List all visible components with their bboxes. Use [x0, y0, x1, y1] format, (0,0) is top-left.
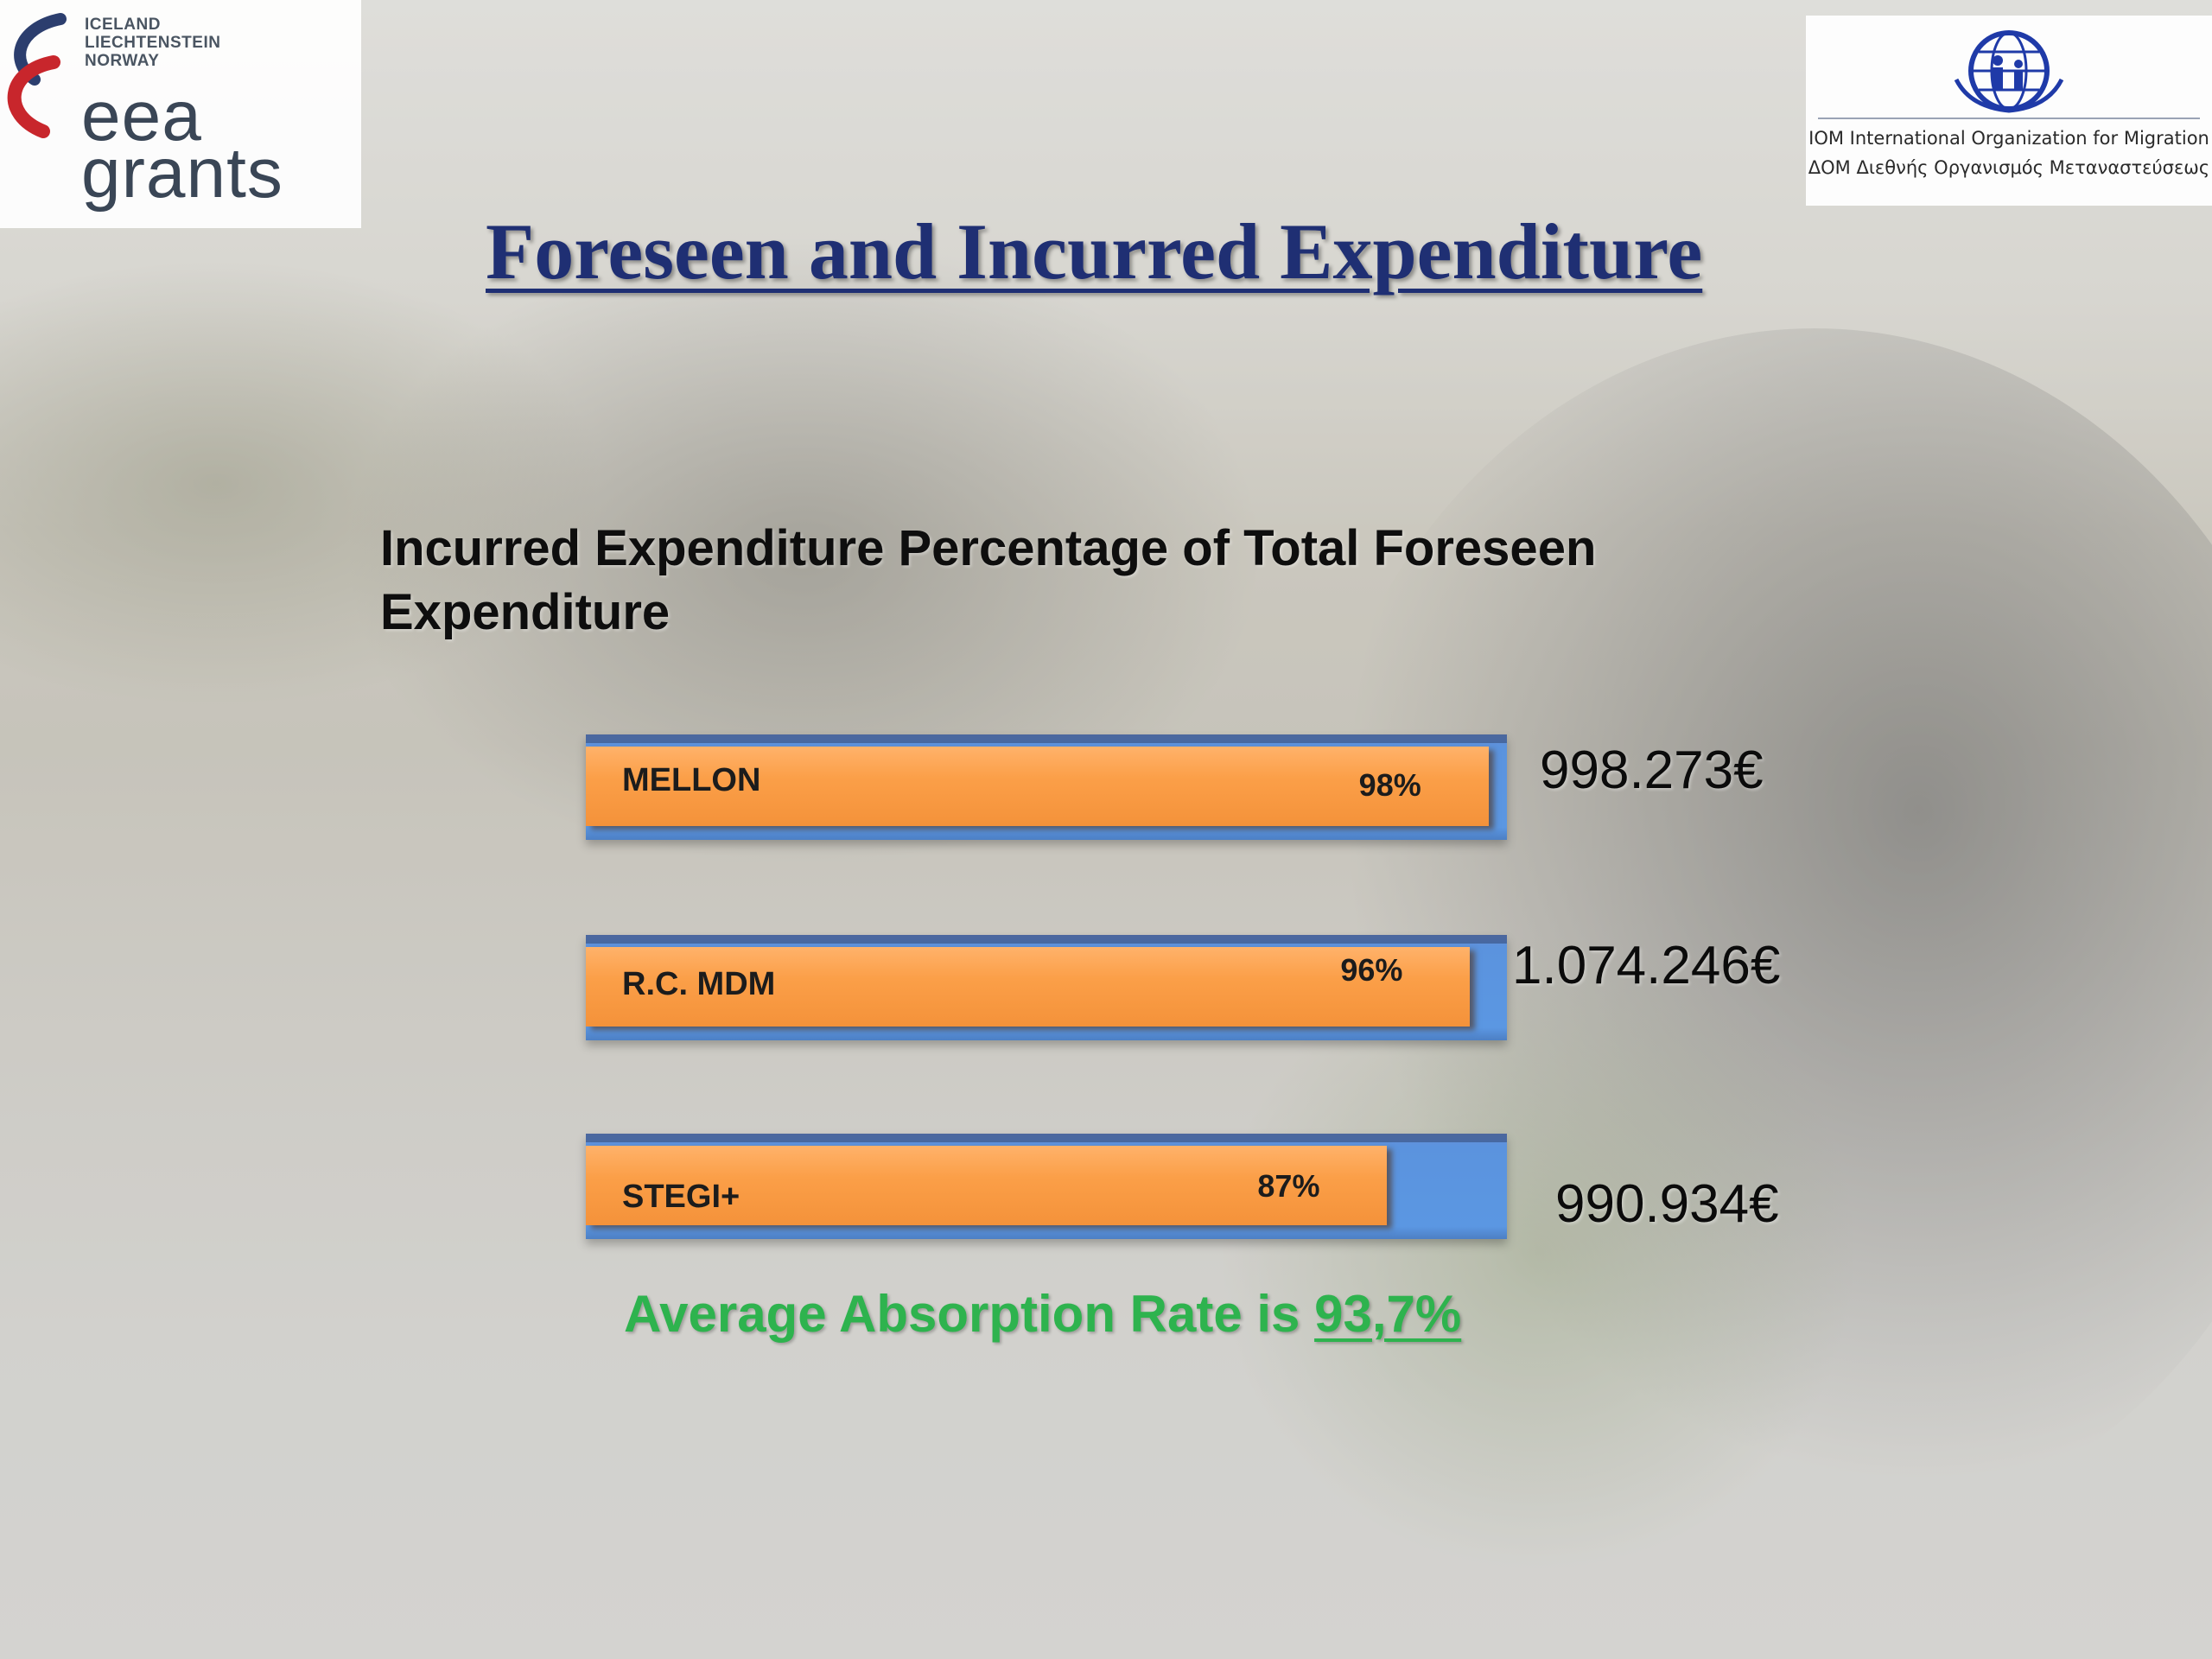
- summary-text: Average Absorption Rate is: [624, 1285, 1315, 1343]
- grants-word: grants: [81, 134, 283, 213]
- iom-logo: IOM International Organization for Migra…: [1806, 16, 2212, 206]
- bar-incurred: [586, 747, 1489, 826]
- absorption-rate: 93,7%: [1314, 1285, 1462, 1343]
- bar-value-label: 98%: [1358, 767, 1421, 803]
- absorption-summary: Average Absorption Rate is 93,7%: [624, 1284, 1461, 1344]
- bar-value-label: 87%: [1257, 1168, 1320, 1204]
- iom-divider: [1818, 118, 2200, 119]
- eea-country: ICELAND: [85, 16, 161, 34]
- bar-category-label: STEGI+: [622, 1179, 741, 1215]
- bar-value-label: 96%: [1340, 952, 1403, 988]
- eea-country: NORWAY: [85, 52, 160, 70]
- chart-title: Incurred Expenditure Percentage of Total…: [380, 520, 1597, 640]
- background-photo: [0, 259, 605, 709]
- iom-globe-icon: [1954, 30, 2064, 113]
- bar-total-amount: 990.934€: [1555, 1174, 1779, 1234]
- slide-title: Foreseen and Incurred Expenditure: [486, 207, 1703, 296]
- iom-name-en: IOM International Organization for Migra…: [1808, 128, 2209, 149]
- bar-category-label: R.C. MDM: [622, 966, 776, 1002]
- iom-name-gr: ΔΟΜ Διεθνής Οργανισμός Μεταναστεύσεως: [1808, 157, 2210, 178]
- eea-grants-logo: ICELAND LIECHTENSTEIN NORWAY eea grants: [0, 0, 361, 228]
- bar-incurred: [586, 1146, 1388, 1225]
- bar-row: MELLON 98%: [586, 734, 1507, 840]
- bar-incurred: [586, 947, 1471, 1027]
- bar-row: R.C. MDM 96%: [586, 935, 1507, 1040]
- bar-category-label: MELLON: [622, 762, 761, 798]
- background-photo-figure: [1296, 328, 2212, 1538]
- eea-countries: ICELAND LIECHTENSTEIN NORWAY: [85, 16, 220, 70]
- bar-total-amount: 1.074.246€: [1512, 936, 1781, 995]
- eea-country: LIECHTENSTEIN: [85, 34, 221, 52]
- eea-swirl-icon: [7, 13, 67, 138]
- eea-word: eea: [81, 77, 202, 156]
- bar-total-amount: 998.273€: [1540, 741, 1764, 800]
- bar-row: STEGI+ 87%: [586, 1134, 1507, 1239]
